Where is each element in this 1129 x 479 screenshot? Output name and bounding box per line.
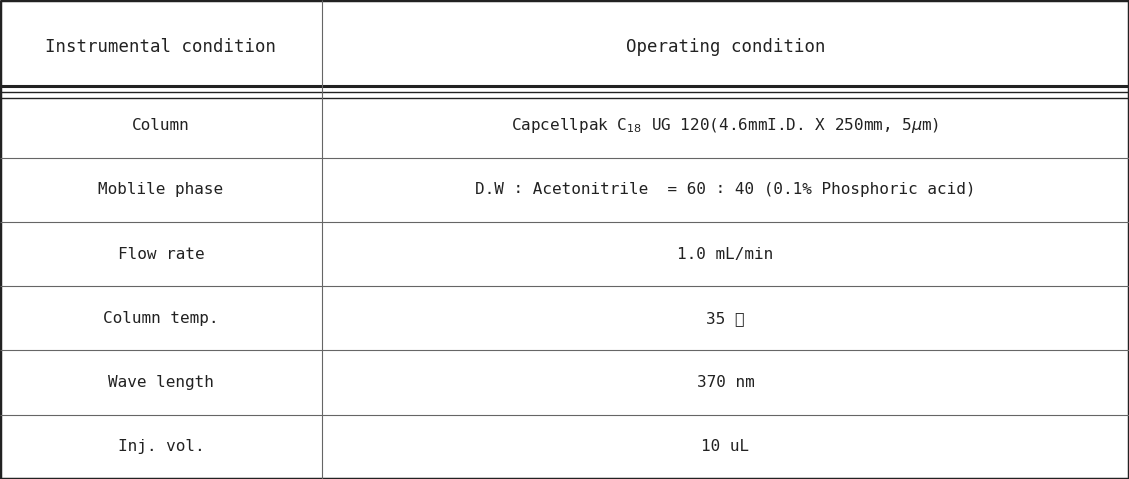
Text: Flow rate: Flow rate: [117, 247, 204, 262]
Text: Instrumental condition: Instrumental condition: [45, 38, 277, 56]
Text: 1.0 mL/min: 1.0 mL/min: [677, 247, 773, 262]
Text: Moblile phase: Moblile phase: [98, 182, 224, 197]
Text: Column temp.: Column temp.: [103, 311, 219, 326]
Text: Inj. vol.: Inj. vol.: [117, 439, 204, 455]
Text: Operating condition: Operating condition: [625, 38, 825, 56]
Text: Column: Column: [132, 118, 190, 133]
Text: 10 uL: 10 uL: [701, 439, 750, 455]
Text: 35 ℃: 35 ℃: [706, 311, 745, 326]
Text: Capcellpak C$_{18}$ UG 120(4.6mmI.D. X 250mm, 5$\mu$m): Capcellpak C$_{18}$ UG 120(4.6mmI.D. X 2…: [511, 116, 939, 135]
Text: 370 nm: 370 nm: [697, 375, 754, 390]
Text: D.W ∶ Acetonitrile  = 60 ∶ 40 (0.1% Phosphoric acid): D.W ∶ Acetonitrile = 60 ∶ 40 (0.1% Phosp…: [475, 182, 975, 197]
Text: Wave length: Wave length: [108, 375, 213, 390]
